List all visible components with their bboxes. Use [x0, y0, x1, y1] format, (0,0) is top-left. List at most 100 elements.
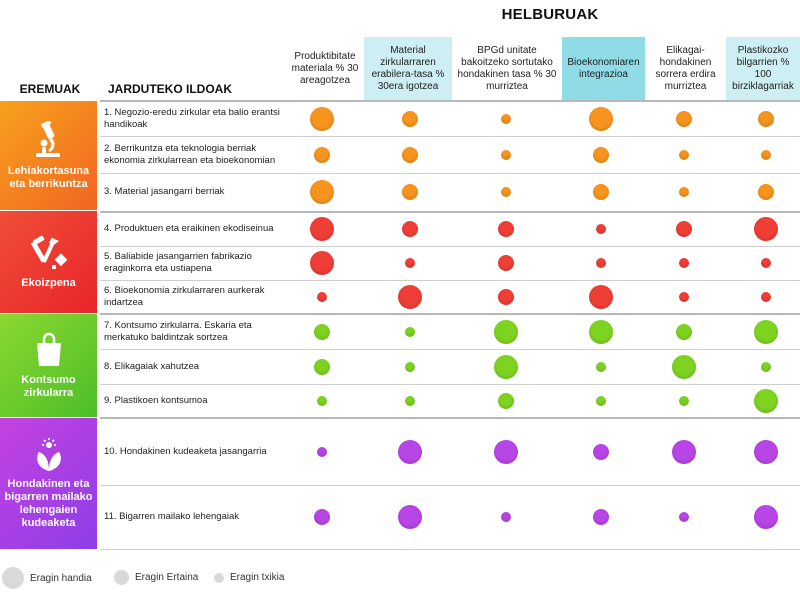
row-divider [100, 280, 800, 281]
legend-circle-medium [114, 570, 129, 585]
action-line-5: 5. Baliabide jasangarrien fabrikazio era… [104, 251, 252, 274]
impact-dot-r7-c5 [676, 323, 692, 340]
impact-dot-r3-c2 [402, 184, 418, 200]
row-divider [100, 211, 800, 213]
row-divider [100, 173, 800, 174]
impact-dot-r3-c3 [501, 187, 511, 197]
impact-dot-r8-c3 [494, 354, 518, 379]
impact-dot-r11-c1 [314, 509, 330, 525]
header-divider [100, 100, 800, 102]
area-block-competitiveness: Lehiakortasuna eta berrikuntza [0, 101, 97, 210]
impact-dot-r3-c1 [310, 180, 334, 204]
action-line-10: 10. Hondakinen kudeaketa jasangarria [104, 445, 267, 457]
action-line-1: 1. Negozio-eredu zirkular eta balio eran… [104, 106, 280, 130]
impact-dot-r4-c4 [596, 223, 606, 234]
action-line-11: 11. Bigarren mailako lehengaiak [104, 511, 240, 522]
action-line-4: 4. Produktuen eta eraikinen ekodiseinua [104, 222, 274, 234]
impact-dot-r11-c6 [754, 505, 778, 529]
objective-header-1: Produktibitate materiala % 30 areagotzea [286, 37, 364, 100]
impact-dot-r5-c2 [405, 258, 415, 268]
areas-column-title: EREMUAK [19, 82, 81, 96]
factory-tools-icon [30, 235, 67, 269]
impact-dot-r9-c2 [405, 395, 415, 406]
impact-dot-r9-c4 [596, 395, 606, 406]
legend-item-high: Eragin handia [2, 567, 92, 589]
impact-dot-r10-c1 [317, 446, 327, 457]
action-line-9: 9. Plastikoen kontsumoa [104, 394, 208, 406]
impact-dot-r8-c6 [761, 361, 771, 372]
impact-dot-r6-c5 [679, 291, 689, 302]
impact-dot-r10-c5 [672, 439, 696, 464]
impact-dot-r4-c6 [754, 216, 778, 241]
impact-dot-r5-c3 [498, 255, 514, 271]
microscope-icon [35, 120, 60, 157]
impact-dot-r7-c3 [494, 319, 518, 344]
impact-dot-r8-c4 [596, 361, 606, 372]
impact-dot-r9-c6 [754, 388, 778, 413]
impact-dot-r11-c4 [593, 509, 609, 525]
impact-dot-r5-c6 [761, 258, 771, 268]
impact-dot-r1-c5 [676, 110, 692, 127]
impact-dot-r1-c4 [589, 106, 613, 131]
impact-dot-r6-c4 [589, 284, 613, 309]
impact-dot-r8-c2 [405, 361, 415, 372]
impact-dot-r9-c3 [498, 392, 514, 409]
impact-dot-r6-c6 [761, 291, 771, 302]
action-line-8: 8. Elikagaiak xahutzea [104, 360, 200, 372]
legend-label-high: Eragin handia [30, 572, 92, 584]
impact-dot-r7-c6 [754, 319, 778, 344]
area-label-waste: Hondakinen eta bigarren mailako lehengai… [4, 477, 93, 529]
impact-dot-r7-c2 [405, 326, 415, 337]
impact-dot-r10-c4 [593, 443, 609, 460]
impact-dot-r10-c3 [494, 439, 518, 464]
impact-dot-r4-c2 [402, 220, 418, 237]
area-label-competitiveness: Lehiakortasuna eta berrikuntza [7, 164, 90, 190]
impact-dot-r4-c1 [310, 216, 334, 241]
impact-dot-r1-c3 [501, 113, 511, 124]
legend-item-low: Eragin txikia [214, 572, 284, 583]
impact-dot-r2-c1 [314, 146, 330, 163]
objective-header-2: Material zirkularraren erabilera-tasa % … [364, 37, 452, 100]
action-line-7: 7. Kontsumo zirkularra. Eskaria eta merk… [104, 319, 252, 343]
area-label-consumption: Kontsumo zirkularra [21, 373, 76, 399]
lines-column-title: JARDUTEKO ILDOAK [108, 82, 233, 96]
legend-label-medium: Eragin Ertaina [135, 572, 199, 583]
impact-dot-r3-c4 [593, 184, 609, 200]
impact-dot-r11-c2 [398, 505, 422, 529]
impact-dot-r6-c2 [398, 284, 422, 309]
impact-dot-r2-c5 [679, 149, 689, 160]
row-divider [100, 384, 800, 385]
row-divider [100, 136, 800, 137]
legend-circle-high [2, 567, 24, 589]
action-line-2: 2. Berrikuntza eta teknologia berriak ek… [104, 142, 276, 166]
impact-dot-r11-c3 [501, 512, 511, 522]
impact-dot-r11-c5 [679, 512, 689, 522]
impact-dot-r9-c5 [679, 395, 689, 406]
impact-dot-r4-c3 [498, 220, 514, 237]
impact-dot-r2-c3 [501, 149, 511, 160]
impact-dot-r5-c1 [310, 251, 334, 275]
impact-dot-r9-c1 [317, 395, 327, 406]
impact-dot-r6-c1 [317, 291, 327, 302]
legend-item-medium: Eragin Ertaina [114, 570, 198, 585]
row-divider [100, 485, 800, 486]
area-block-production: Ekoizpena [0, 211, 97, 313]
area-block-waste: Hondakinen eta bigarren mailako lehengai… [0, 418, 97, 549]
impact-dot-r1-c6 [758, 110, 774, 127]
impact-dot-r2-c2 [402, 146, 418, 163]
action-line-6: 6. Bioekonomia zirkularraren aurkerak in… [104, 284, 265, 308]
row-divider [100, 549, 800, 550]
impact-dot-r6-c3 [498, 288, 514, 305]
impact-dot-r5-c5 [679, 258, 689, 268]
impact-dot-r1-c2 [402, 110, 418, 127]
legend-circle-low [214, 572, 224, 583]
impact-dot-r5-c4 [596, 258, 606, 268]
impact-dot-r4-c5 [676, 220, 692, 237]
impact-dot-r10-c2 [398, 439, 422, 464]
impact-dot-r3-c6 [758, 184, 774, 200]
impact-dot-r1-c1 [310, 106, 334, 131]
impact-dot-r3-c5 [679, 187, 689, 197]
impact-dot-r7-c4 [589, 319, 613, 344]
leaf-recycle-icon [36, 437, 61, 471]
objective-header-4: Bioekonomiaren integrazioa [562, 37, 645, 100]
